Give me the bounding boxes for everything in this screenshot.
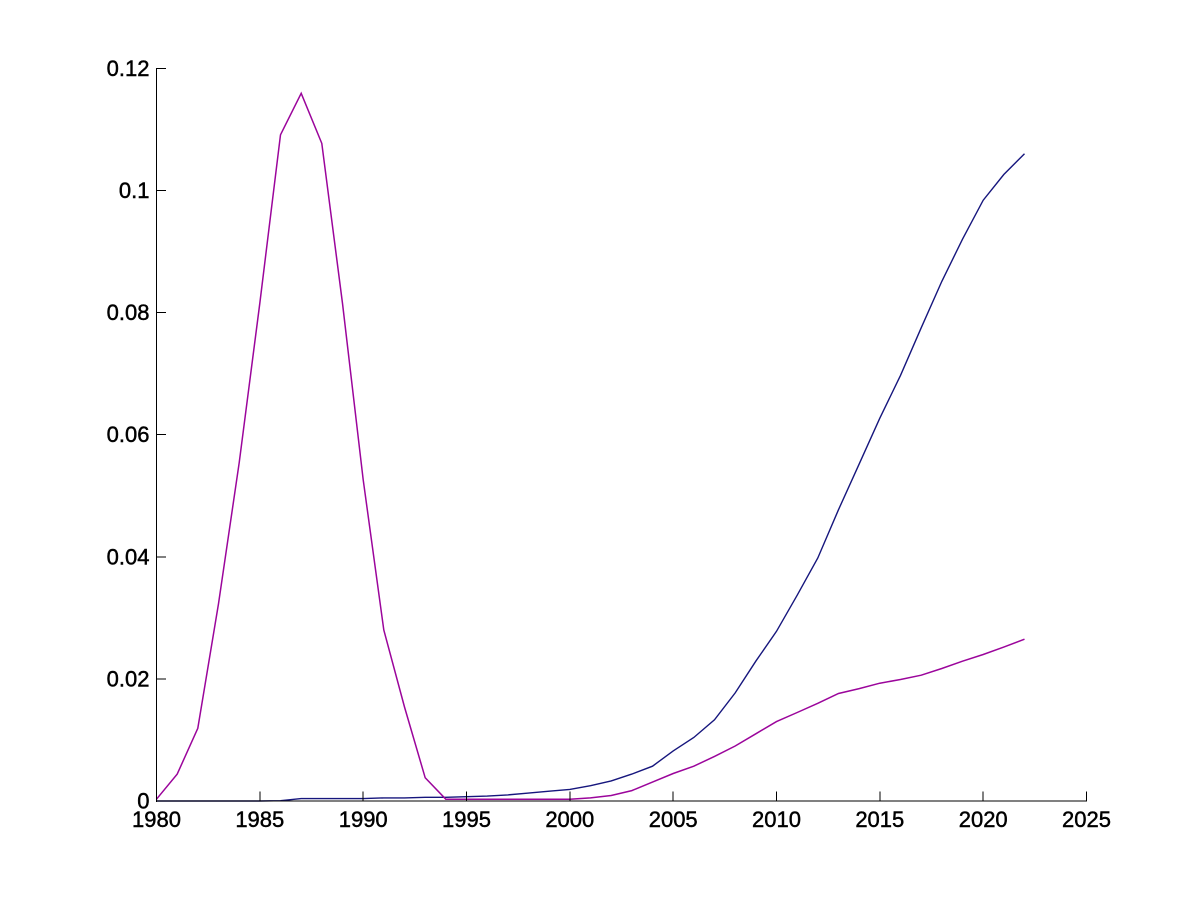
svg-text:0: 0 (137, 789, 149, 814)
svg-text:2020: 2020 (959, 807, 1008, 832)
svg-text:0.06: 0.06 (107, 422, 150, 447)
svg-text:0.04: 0.04 (107, 544, 150, 569)
svg-text:1985: 1985 (235, 807, 284, 832)
svg-text:2010: 2010 (752, 807, 801, 832)
svg-text:2000: 2000 (545, 807, 594, 832)
svg-text:1995: 1995 (442, 807, 491, 832)
svg-text:0.02: 0.02 (107, 666, 150, 691)
svg-text:0.08: 0.08 (107, 300, 150, 325)
svg-text:2025: 2025 (1062, 807, 1111, 832)
svg-text:0.1: 0.1 (119, 178, 150, 203)
svg-text:2005: 2005 (649, 807, 698, 832)
svg-text:1980: 1980 (132, 807, 181, 832)
svg-text:2015: 2015 (855, 807, 904, 832)
svg-text:0.12: 0.12 (107, 56, 150, 81)
svg-text:1990: 1990 (339, 807, 388, 832)
